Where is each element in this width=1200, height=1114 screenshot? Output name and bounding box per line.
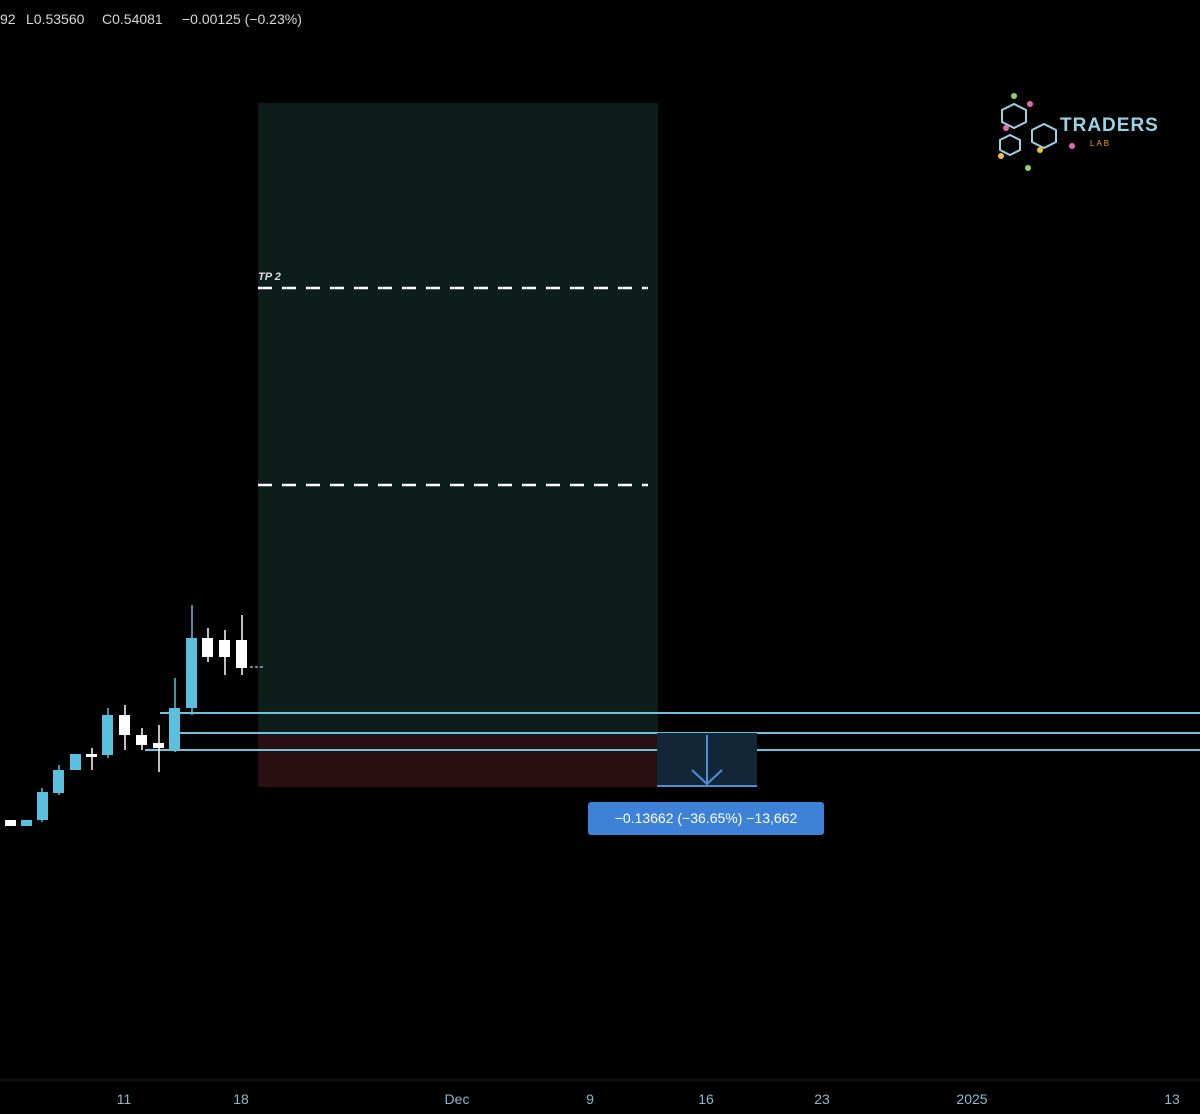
candle xyxy=(202,638,213,657)
time-tick-label: 16 xyxy=(698,1091,714,1107)
tp2-label: TP 2 xyxy=(258,271,281,283)
measure-arrow xyxy=(691,735,723,786)
header-low: L0.53560 xyxy=(26,11,85,27)
measure-label-box xyxy=(588,802,824,835)
header-change: −0.00125 (−0.23%) xyxy=(182,11,302,27)
candle xyxy=(5,820,16,826)
measure-label: −0.13662 (−36.65%) −13,662 xyxy=(615,810,798,826)
candle xyxy=(21,820,32,826)
logo-sub: LAB xyxy=(1090,139,1111,148)
candle xyxy=(219,640,230,657)
time-tick-label: 11 xyxy=(117,1091,132,1107)
candle xyxy=(136,735,147,745)
loss-zone xyxy=(258,735,658,787)
candles xyxy=(5,605,264,826)
candle xyxy=(53,770,64,793)
candle xyxy=(153,743,164,748)
candle xyxy=(119,715,130,735)
candle xyxy=(186,638,197,708)
time-axis: 11 18 Dec 9 16 23 2025 13 xyxy=(117,1091,1180,1107)
time-tick-label: 13 xyxy=(1164,1091,1180,1107)
time-tick-label: 18 xyxy=(233,1091,249,1107)
candle xyxy=(70,754,81,770)
profit-zone xyxy=(258,103,658,735)
time-tick-label: 9 xyxy=(586,1091,594,1107)
candle xyxy=(236,640,247,668)
candle xyxy=(102,715,113,755)
header-close: C0.54081 xyxy=(102,11,163,27)
candle xyxy=(37,792,48,820)
time-tick-label: 2025 xyxy=(956,1091,987,1107)
time-tick-label: 23 xyxy=(814,1091,830,1107)
logo-name: TRADERS xyxy=(1060,115,1159,136)
candle xyxy=(169,708,180,750)
candle xyxy=(86,754,97,757)
header-open: 92 xyxy=(0,11,16,27)
time-tick-label: Dec xyxy=(445,1091,470,1107)
logo: TRADERS LAB xyxy=(998,93,1159,171)
